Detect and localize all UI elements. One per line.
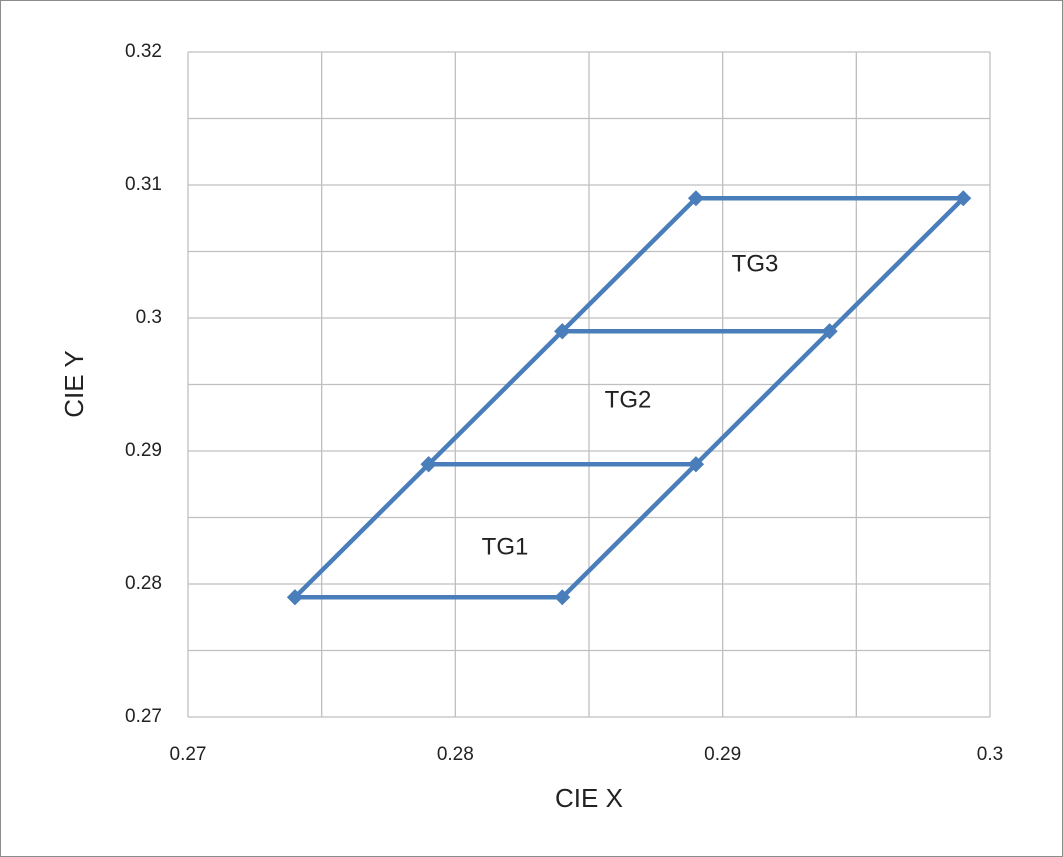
y-tick-label: 0.31 <box>125 174 162 195</box>
y-axis-title: CIE Y <box>59 350 89 417</box>
x-tick-label: 0.3 <box>977 744 1003 765</box>
marker <box>821 323 838 340</box>
x-tick-label: 0.29 <box>704 744 741 765</box>
x-tick-label: 0.27 <box>170 744 207 765</box>
marker <box>554 323 571 340</box>
y-tick-label: 0.32 <box>125 41 162 62</box>
y-tick-label: 0.29 <box>125 440 162 461</box>
annotation: TG2 <box>605 386 652 413</box>
marker <box>420 456 437 473</box>
y-tick-label: 0.28 <box>125 573 162 594</box>
annotation: TG1 <box>482 533 529 560</box>
marker <box>286 589 303 606</box>
marker <box>687 190 704 207</box>
y-tick-label: 0.27 <box>125 706 162 727</box>
marker <box>955 190 972 207</box>
marker <box>554 589 571 606</box>
x-axis-title: CIE X <box>555 783 623 813</box>
x-tick-label: 0.28 <box>437 744 474 765</box>
y-tick-label: 0.3 <box>136 307 162 328</box>
marker <box>687 456 704 473</box>
annotation: TG3 <box>732 250 779 277</box>
